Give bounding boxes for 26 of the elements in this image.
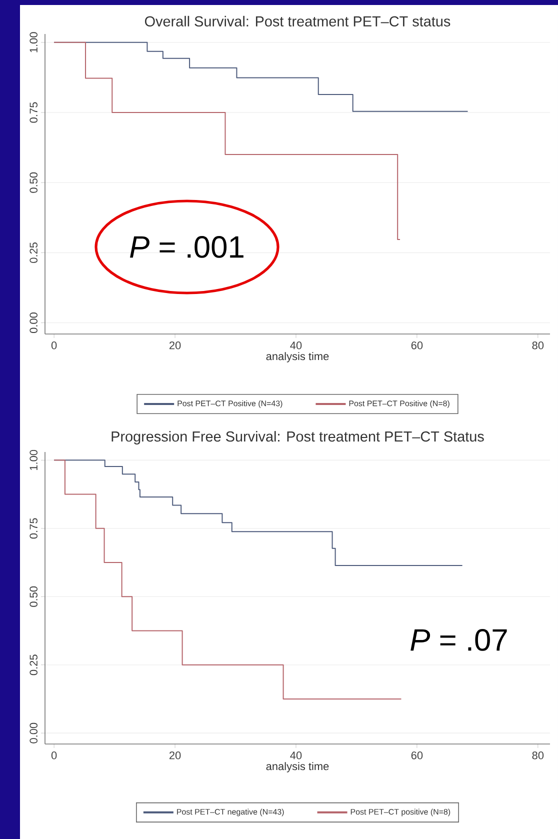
x-tick-label: 60 xyxy=(411,752,423,760)
x-axis-title: analysis time xyxy=(266,352,329,362)
y-tick-label: 1.00 xyxy=(30,32,38,52)
y-tick-label: 0.75 xyxy=(30,102,38,123)
x-tick-label: 60 xyxy=(411,342,423,350)
chart-title: Progression Free Survival: Post treatment PET–CT Status xyxy=(112,431,484,444)
x-tick-label: 20 xyxy=(169,342,181,350)
x-tick-label: 40 xyxy=(290,342,302,350)
x-tick-label: 0 xyxy=(51,752,57,760)
y-tick-label: 0.50 xyxy=(30,586,38,607)
chart-title: Overall Survival: Post treatment PET–CT status xyxy=(144,16,450,26)
x-tick-label: 20 xyxy=(169,752,181,760)
x-tick-label: 0 xyxy=(51,342,57,350)
y-tick-label: 1.00 xyxy=(30,450,38,470)
y-tick-label: 0.25 xyxy=(30,242,38,263)
x-tick-label: 80 xyxy=(532,752,544,760)
x-tick-label: 40 xyxy=(290,752,302,760)
y-tick-label: 0.50 xyxy=(30,172,38,193)
y-tick-label: 0.75 xyxy=(30,518,38,539)
annotation: P = .001 xyxy=(130,236,244,258)
y-tick-label: 0.00 xyxy=(30,722,38,744)
y-tick-label: 0.25 xyxy=(30,654,38,676)
annotation: P = .07 xyxy=(410,629,507,651)
x-axis-title: analysis time xyxy=(266,762,329,772)
x-tick-label: 80 xyxy=(532,342,544,350)
y-tick-label: 0.00 xyxy=(30,312,38,334)
